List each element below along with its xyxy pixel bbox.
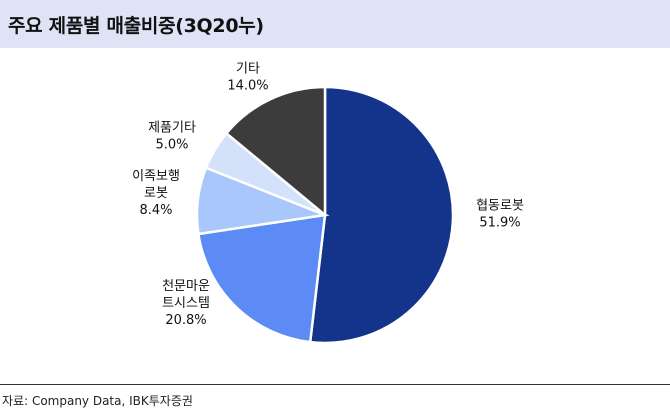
slice-value: 51.9% bbox=[479, 216, 520, 231]
slice-value: 8.4% bbox=[139, 203, 172, 218]
slice-name: 이족보행 bbox=[132, 168, 180, 184]
slice-name: 협동로봇 bbox=[476, 199, 524, 214]
source-divider bbox=[0, 384, 670, 385]
slice-name: 로봇 bbox=[144, 186, 168, 201]
slice-label-4: 제품기타 5.0% bbox=[148, 121, 196, 153]
slice-name: 기타 bbox=[236, 62, 260, 77]
slice-label-1: 협동로봇 51.9% bbox=[476, 199, 524, 231]
pie-slice-5 bbox=[224, 85, 327, 218]
slice-name: 제품기타 bbox=[148, 121, 196, 136]
slice-value: 20.8% bbox=[165, 313, 206, 328]
slice-name: 천문마운 bbox=[162, 279, 210, 294]
title-bar: 주요 제품별 매출비중(3Q20누) bbox=[0, 0, 670, 48]
pie-slice-2 bbox=[196, 213, 327, 344]
slice-value: 5.0% bbox=[155, 138, 188, 153]
slice-value: 14.0% bbox=[227, 79, 268, 94]
chart-title: 주요 제품별 매출비중(3Q20누) bbox=[8, 14, 264, 37]
slice-label-5: 기타 14.0% bbox=[227, 62, 268, 94]
slice-name: 트시스템 bbox=[162, 296, 210, 311]
source-note: 자료: Company Data, IBK투자증권 bbox=[2, 394, 193, 408]
pie-slice-1 bbox=[308, 85, 455, 345]
